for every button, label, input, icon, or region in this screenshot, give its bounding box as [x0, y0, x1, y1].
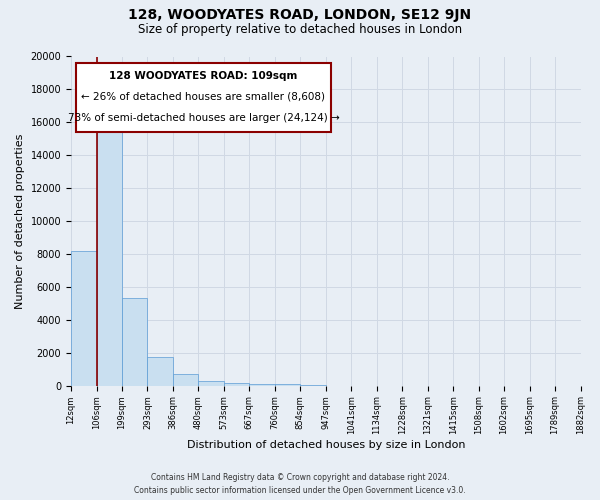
Y-axis label: Number of detached properties: Number of detached properties — [15, 134, 25, 308]
Text: 73% of semi-detached houses are larger (24,124) →: 73% of semi-detached houses are larger (… — [68, 114, 340, 124]
Bar — [97, 112, 122, 386]
Bar — [275, 384, 300, 386]
Bar — [224, 382, 250, 386]
FancyBboxPatch shape — [76, 63, 331, 132]
Text: Contains public sector information licensed under the Open Government Licence v3: Contains public sector information licen… — [134, 486, 466, 495]
Text: 128, WOODYATES ROAD, LONDON, SE12 9JN: 128, WOODYATES ROAD, LONDON, SE12 9JN — [128, 8, 472, 22]
Text: Size of property relative to detached houses in London: Size of property relative to detached ho… — [138, 22, 462, 36]
Bar — [300, 384, 326, 386]
Bar — [71, 250, 97, 386]
Bar — [199, 382, 224, 386]
Bar — [250, 384, 275, 386]
Text: 128 WOODYATES ROAD: 109sqm: 128 WOODYATES ROAD: 109sqm — [109, 70, 298, 81]
Bar — [122, 298, 148, 386]
Bar — [173, 374, 199, 386]
Text: Contains HM Land Registry data © Crown copyright and database right 2024.: Contains HM Land Registry data © Crown c… — [151, 474, 449, 482]
Text: ← 26% of detached houses are smaller (8,608): ← 26% of detached houses are smaller (8,… — [82, 92, 325, 102]
X-axis label: Distribution of detached houses by size in London: Distribution of detached houses by size … — [187, 440, 465, 450]
Bar — [148, 357, 173, 386]
